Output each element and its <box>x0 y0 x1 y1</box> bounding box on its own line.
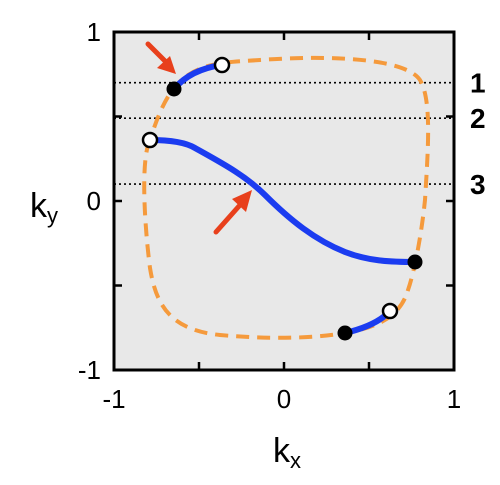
open-endpoint-marker <box>381 302 399 320</box>
reference-line-label: 1 <box>470 68 486 99</box>
arrow-icon-top <box>145 41 176 74</box>
x-tick-label: 0 <box>277 384 291 414</box>
fermi-contour <box>142 55 431 340</box>
x-axis-label: kx <box>273 432 301 473</box>
x-tick-label: 1 <box>447 384 461 414</box>
filled-endpoint-marker <box>407 254 423 270</box>
tick-labels: -1 0 1 1 0 -1 <box>78 17 461 414</box>
y-tick-label: 0 <box>87 186 101 216</box>
x-tick-label: -1 <box>102 384 125 414</box>
reference-line-labels: 1 2 3 <box>470 68 486 200</box>
y-tick-label: -1 <box>78 355 101 385</box>
open-endpoint-marker <box>141 131 159 149</box>
axis-ticks <box>112 30 456 372</box>
reference-line-label: 2 <box>470 103 486 134</box>
surface-arc-middle <box>147 137 418 265</box>
filled-endpoint-marker <box>337 325 353 341</box>
reference-line-label: 3 <box>470 169 486 200</box>
filled-endpoint-marker <box>166 81 182 97</box>
open-endpoint-marker <box>213 56 231 74</box>
y-axis-label: ky <box>30 187 58 228</box>
y-tick-label: 1 <box>87 17 101 47</box>
arrow-icon-middle <box>213 190 252 235</box>
